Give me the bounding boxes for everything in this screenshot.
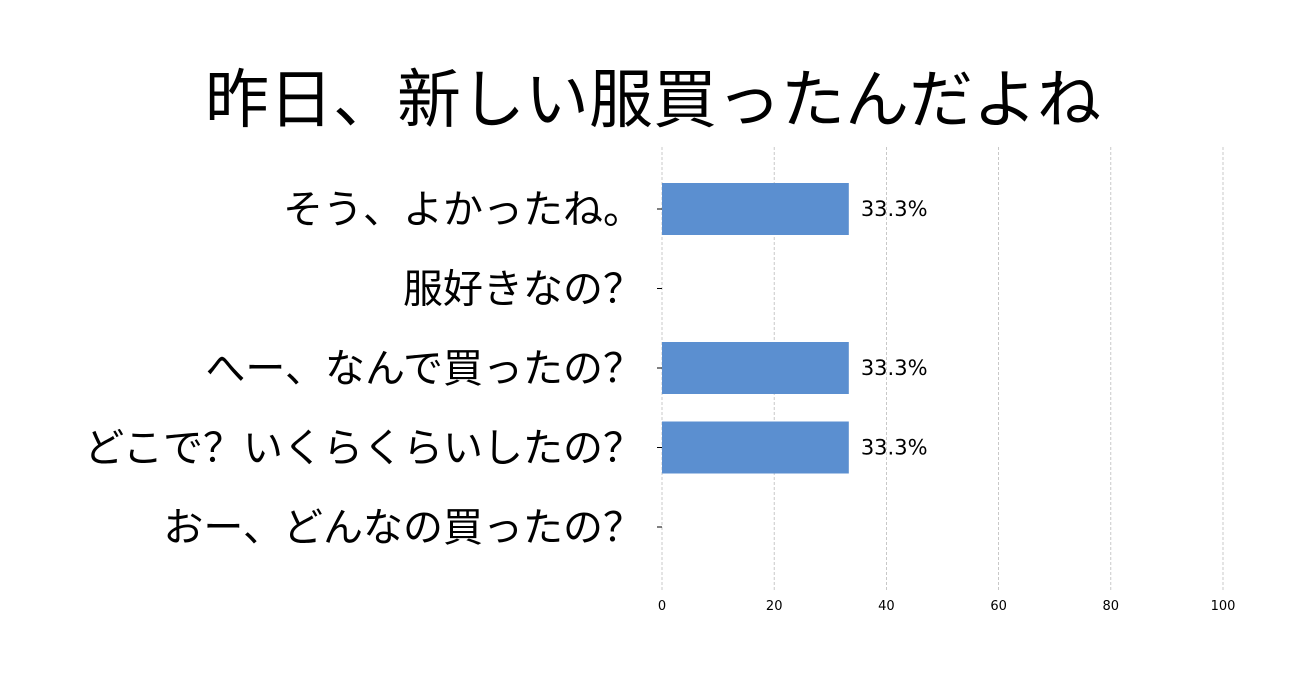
bar (662, 183, 849, 235)
category-label: そう、よかったね。 (283, 187, 643, 233)
data-label: 33.3% (861, 436, 928, 460)
y-axis: そう、よかったね。服好きなの？ へー、なんで買ったの？ どこで？いくらくらいしたの？… (84, 187, 662, 551)
x-tick-label: 100 (1211, 599, 1236, 614)
bar (662, 421, 849, 474)
category-label: おー、どんなの買ったの？ (163, 505, 643, 551)
bars: 33.3% 33.3% 33.3% (662, 183, 928, 474)
category-label: 服好きなの？ (403, 267, 643, 313)
x-tick-label: 80 (1103, 599, 1120, 614)
x-tick-label: 20 (766, 599, 783, 614)
x-axis: 0 20 40 60 80 100 (658, 599, 1236, 614)
x-tick-label: 40 (878, 599, 895, 614)
data-label: 33.3% (861, 197, 928, 221)
x-tick-label: 60 (990, 599, 1007, 614)
bar (662, 342, 849, 394)
category-label: どこで？いくらくらいしたの？ (84, 426, 643, 472)
category-label: へー、なんで買ったの？ (205, 346, 643, 392)
data-label: 33.3% (861, 356, 928, 380)
x-tick-label: 0 (658, 599, 666, 614)
chart-title: 昨日、新しい服買ったんだよね (205, 64, 1101, 138)
